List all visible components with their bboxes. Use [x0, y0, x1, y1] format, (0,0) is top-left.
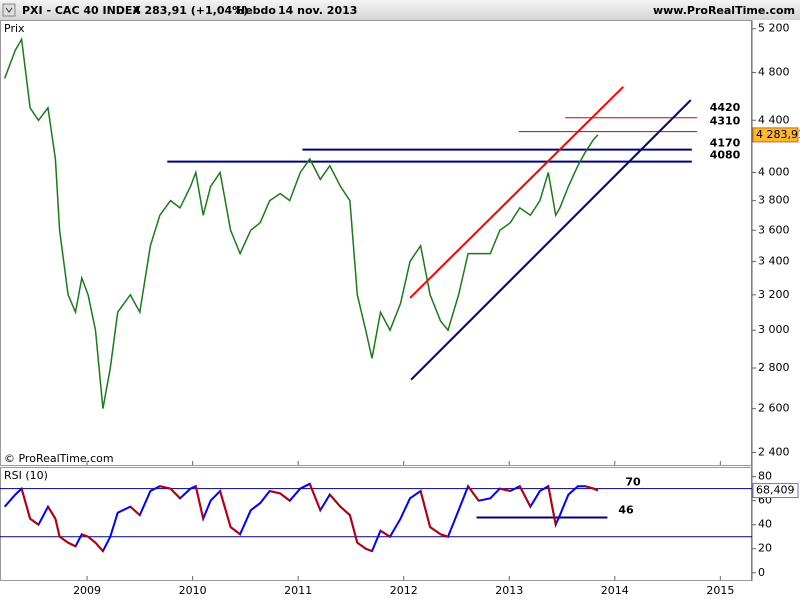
x-tick-label: 2011 [284, 584, 312, 597]
y-tick-label: 3 200 [758, 288, 790, 301]
period: Hebdo [236, 4, 276, 17]
x-tick-label: 2014 [601, 584, 629, 597]
rsi-down-segment [230, 526, 241, 536]
rsi-down-segment [81, 533, 89, 538]
rsi-down-segment [547, 486, 557, 525]
level-label: 4080 [710, 149, 741, 162]
rsi-down-segment [47, 506, 57, 520]
level-label: 70 [625, 476, 641, 489]
y-tick-label: 2 600 [758, 402, 790, 415]
watermark: © ProRealTime.com [4, 452, 114, 465]
trend-line [409, 86, 624, 299]
level-label: 4420 [710, 101, 741, 114]
last-price: 4 283,91 (+1,04%) [133, 4, 248, 17]
rsi-down-segment [194, 486, 205, 519]
rsi-down-segment [219, 490, 232, 528]
support-label: 46 [618, 503, 634, 516]
y-tick-label: 5 200 [758, 22, 790, 35]
y-tick-label: 3 800 [758, 194, 790, 207]
last-value-label: 4 283,91 [756, 128, 800, 141]
y-tick-label: 4 000 [758, 166, 790, 179]
rsi-down-segment [429, 526, 442, 536]
y-tick-label: 4 800 [758, 66, 790, 79]
rsi-down-segment [308, 483, 322, 511]
rsi-down-segment [499, 487, 511, 493]
site: www.ProRealTime.com [653, 4, 795, 17]
rsi-down-segment [59, 535, 69, 544]
rsi-down-segment [54, 518, 61, 537]
price-panel [0, 20, 752, 466]
rsi-down-segment [20, 488, 32, 519]
rsi-down-segment [329, 493, 342, 508]
menu-arrow [5, 7, 13, 13]
rsi-down-segment [169, 487, 181, 499]
rsi-down-segment [129, 505, 141, 516]
last-value-box [752, 127, 799, 143]
rsi-down-segment [94, 542, 104, 552]
y-tick-label: 3 000 [758, 323, 790, 336]
rsi-down-segment [365, 547, 373, 553]
rsi-down-segment [584, 485, 594, 490]
rsi-down-segment [440, 533, 449, 538]
menu-icon[interactable] [2, 3, 16, 17]
rsi-down-segment [279, 492, 291, 502]
panel-title: RSI (10) [4, 469, 48, 482]
x-tick-label: 2009 [73, 584, 101, 597]
y-tick-label: 3 400 [758, 255, 790, 268]
rsi-down-segment [356, 541, 367, 550]
x-tick-label: 2010 [179, 584, 207, 597]
rsi-down-segment [379, 529, 391, 538]
rsi-down-segment [467, 485, 480, 502]
last-value-label: 68,409 [756, 484, 795, 497]
y-label: Prix [4, 22, 25, 35]
last-value-box [752, 483, 799, 499]
rsi-down-segment [87, 535, 97, 544]
x-tick-label: 2015 [706, 584, 734, 597]
header-bar [0, 0, 800, 20]
rsi-down-segment [67, 541, 76, 548]
date: 14 nov. 2013 [278, 4, 357, 17]
level-label: 4170 [710, 137, 741, 150]
y-tick-label: 3 600 [758, 223, 790, 236]
rsi-down-segment [159, 485, 171, 490]
y-tick-label: 2 400 [758, 446, 790, 459]
y-tick-label: 4 400 [758, 113, 790, 126]
rsi-down-segment [29, 517, 40, 526]
rsi-down-segment [348, 514, 359, 543]
y-tick-label: 20 [758, 542, 772, 555]
y-tick-label: 0 [758, 566, 765, 579]
price-line [3, 36, 599, 409]
rsi-down-segment [339, 505, 351, 516]
y-tick-label: 2 800 [758, 361, 790, 374]
rsi-down-segment [518, 485, 532, 508]
x-tick-label: 2012 [390, 584, 418, 597]
rsi-down-segment [419, 490, 432, 528]
y-tick-label: 80 [758, 470, 772, 483]
level-label: 4310 [710, 115, 741, 128]
symbol: PXI - CAC 40 INDEX [22, 4, 141, 17]
rsi-down-segment [269, 490, 281, 495]
trend-line [410, 99, 692, 381]
rsi-down-segment [593, 487, 599, 492]
x-tick-label: 2013 [495, 584, 523, 597]
y-tick-label: 40 [758, 518, 772, 531]
